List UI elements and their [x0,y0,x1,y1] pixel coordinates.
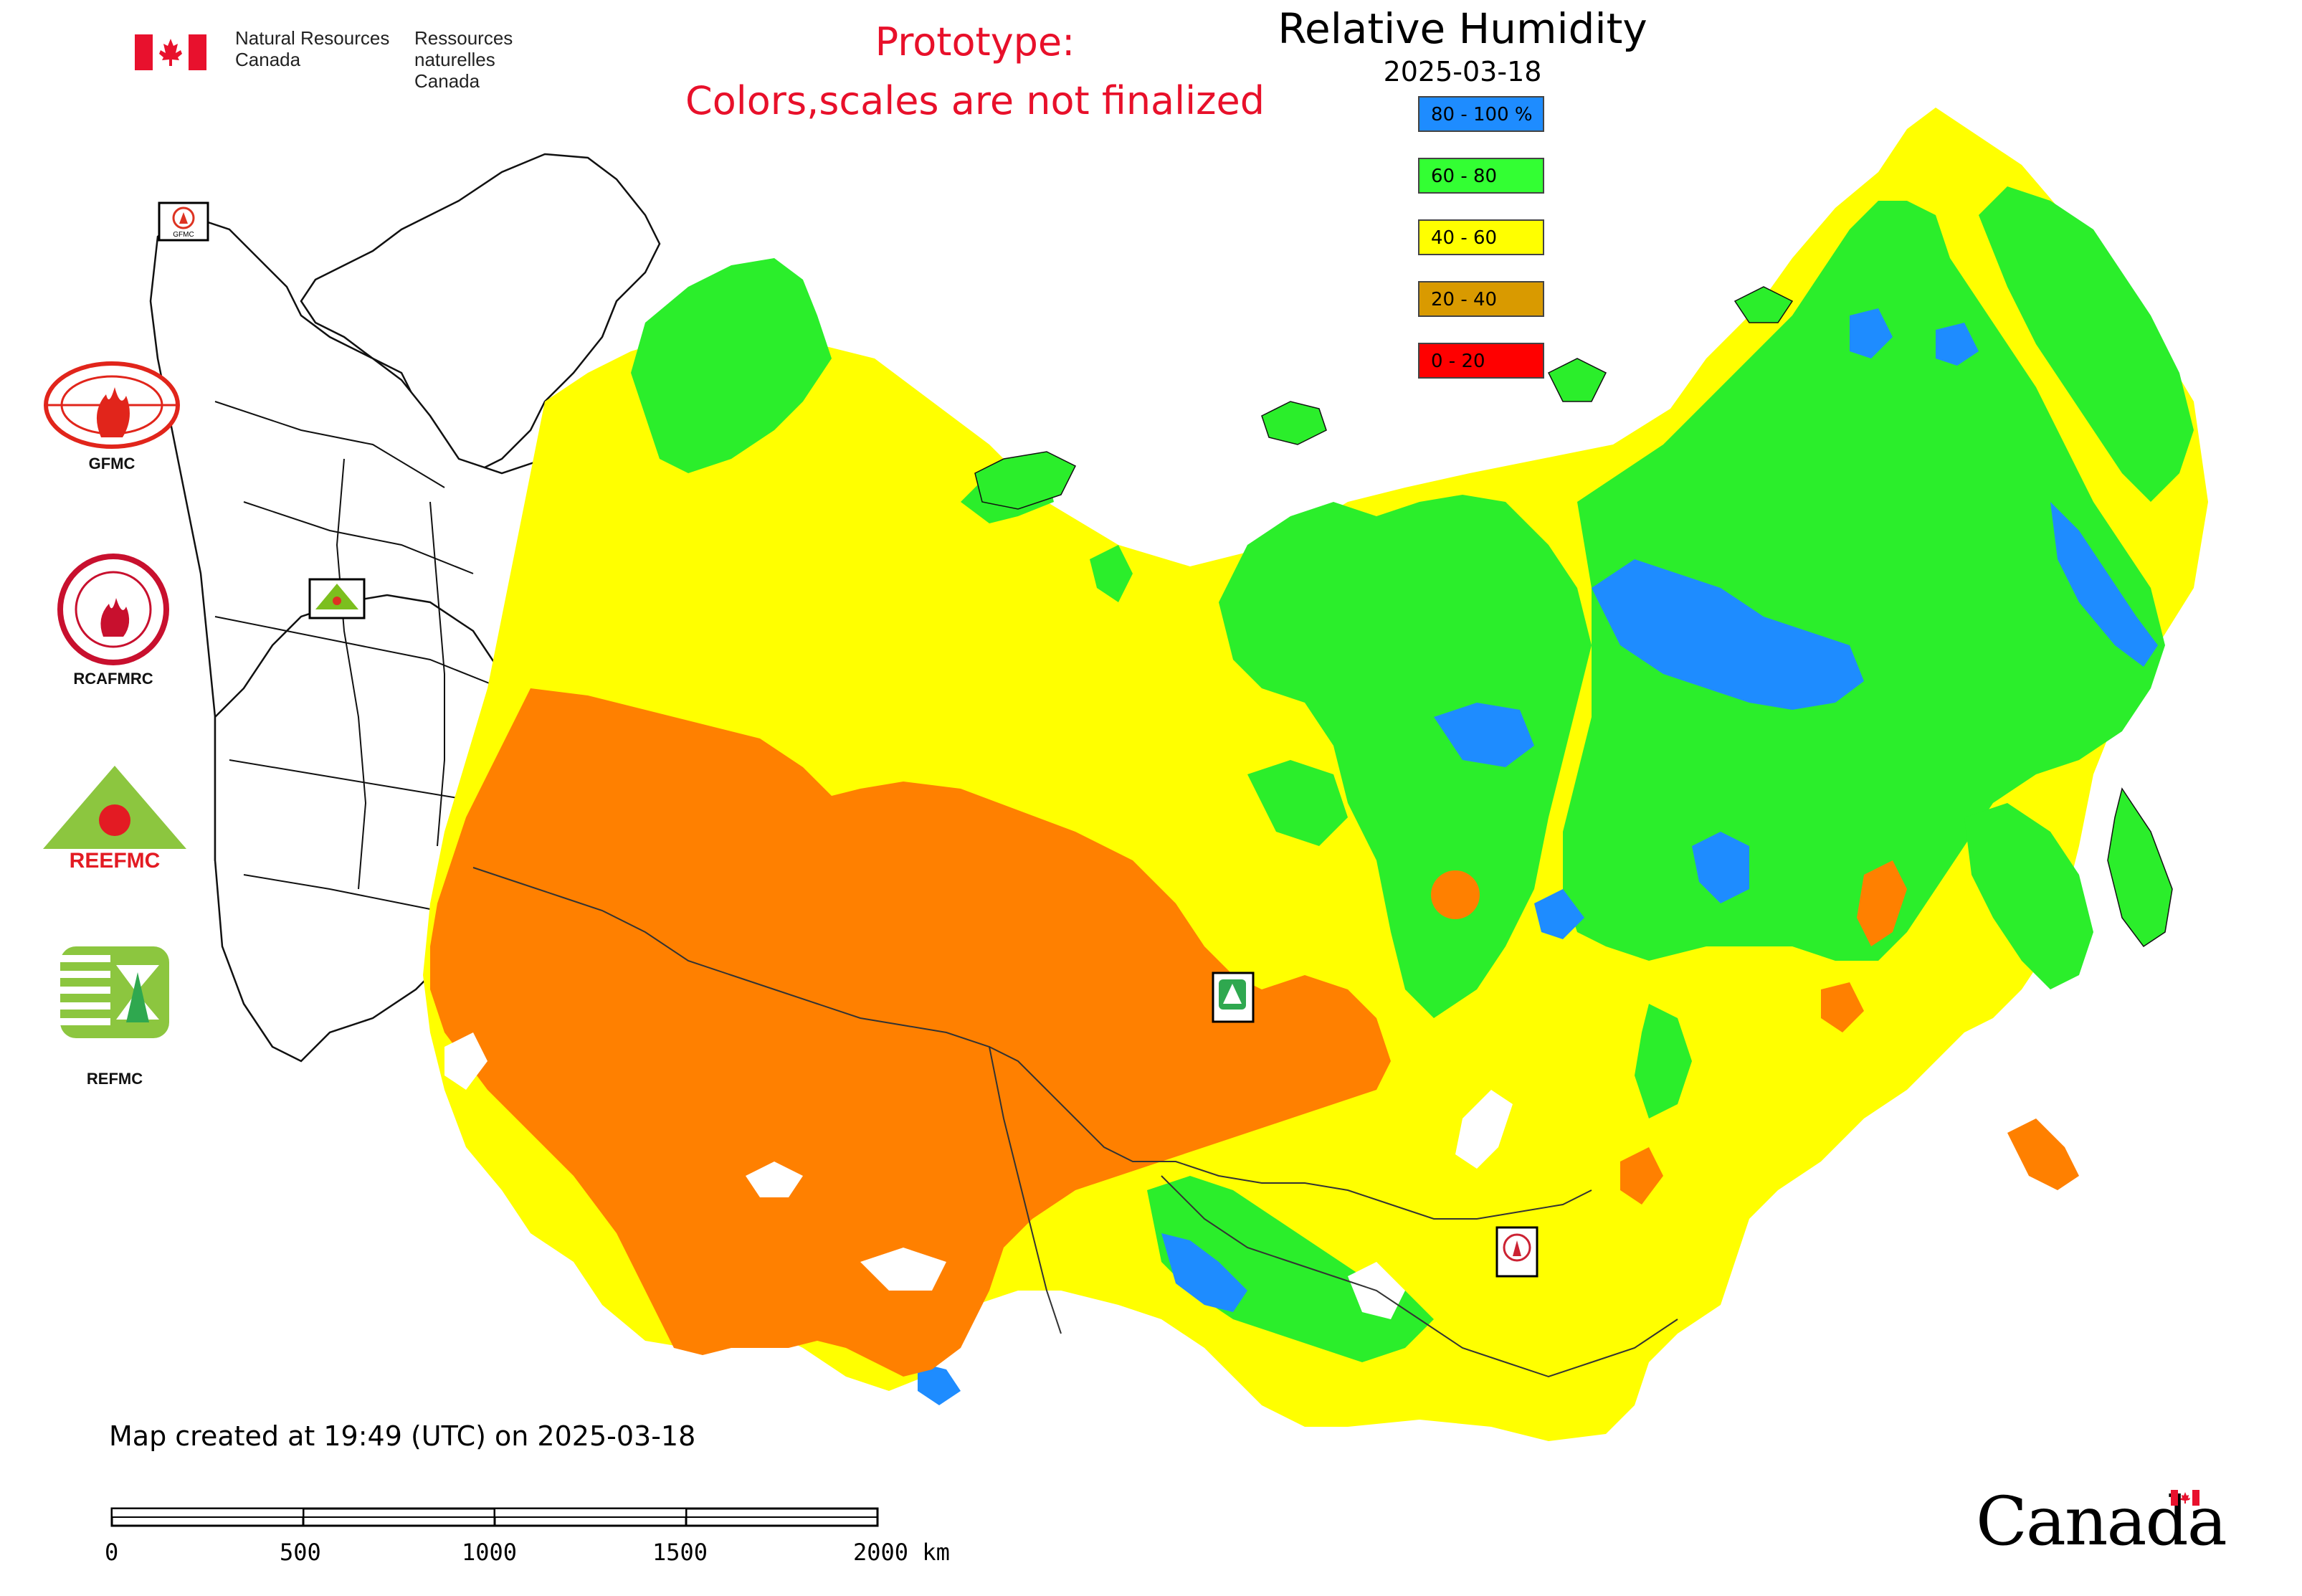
agency-name-en: Natural Resources Canada [235,27,389,70]
kamchatka [2107,787,2173,948]
legend-item-20-40: 20 - 40 [1418,281,1544,317]
agency-name-en-line1: Natural Resources [235,27,390,49]
region-20-40 [430,688,2079,1377]
refmc-emblem-icon [60,946,169,1038]
legend-label: 60 - 80 [1431,166,1498,187]
arctic-islands [974,286,1794,510]
canada-flag-icon [135,34,206,70]
scale-bar: 0 500 1000 1500 2000 km [105,1498,968,1566]
legend-item-80-100: 80 - 100 % [1418,96,1544,132]
scale-tick-1000: 1000 [462,1539,518,1566]
refmc-logo[interactable]: REFMC [57,944,172,1088]
canada-wordmark: Canada [1976,1483,2227,1562]
agency-name-fr-line1: Ressources naturelles [414,27,513,70]
scale-tick-1500: 1500 [652,1539,708,1566]
prototype-notice: Prototype: Colors,scales are not finaliz… [617,13,1333,130]
map-created-text: Map created at 19:49 (UTC) on 2025-03-18 [109,1420,696,1452]
international-borders [472,867,1678,1378]
nrcan-signature: Natural Resources Canada Ressources natu… [135,27,594,92]
prototype-line1: Prototype: [875,19,1075,65]
scale-bar-graphic [110,1507,879,1527]
reefmc-emblem-icon: REEFMC [42,766,188,873]
scale-tick-500: 500 [280,1539,321,1566]
agency-name-fr: Ressources naturelles Canada [414,27,594,92]
legend-label: 0 - 20 [1431,351,1485,372]
station-marker-gfmc-label: GFMC [173,231,194,239]
wordmark-flag-icon [2171,1490,2199,1506]
scale-tick-2000-km: 2000 km [853,1539,950,1566]
legend-label: 40 - 60 [1431,227,1498,249]
legend-label: 80 - 100 % [1431,104,1533,125]
station-marker-gfmc[interactable]: GFMC [158,201,209,242]
legend-label: 20 - 40 [1431,289,1498,310]
reefmc-logo[interactable]: REEFMC [36,763,194,878]
legend-item-0-20: 0 - 20 [1418,343,1544,379]
region-80-100 [918,308,2158,1405]
gfmc-label: GFMC [88,455,135,472]
agency-name-fr-line2: Canada [414,70,480,92]
country-borders [214,401,503,918]
prototype-line2: Colors,scales are not finalized [685,78,1265,123]
map-date: 2025-03-18 [1383,56,1542,87]
legend-item-40-60: 40 - 60 [1418,219,1544,255]
rcafmrc-label: RCAFMRC [73,670,153,688]
map-title: Relative Humidity [1278,4,1647,53]
rcafmrc-logo[interactable]: RCAFMRC [56,552,171,688]
agency-name-en-line2: Canada [235,49,301,70]
station-marker-rcafmrc[interactable] [1495,1226,1538,1278]
rcafmrc-emblem-icon [57,554,169,665]
station-marker-refmc[interactable] [1212,972,1255,1023]
gfmc-logo[interactable]: GFMC [40,358,184,480]
legend-item-60-80: 60 - 80 [1418,158,1544,194]
reefmc-wordmark: REEFMC [70,849,161,873]
scale-tick-0: 0 [105,1539,119,1566]
station-marker-reefmc[interactable] [308,578,366,619]
legend: 80 - 100 % 60 - 80 40 - 60 20 - 40 0 - 2… [1418,96,1549,397]
gfmc-emblem-icon [44,361,180,449]
no-data-patches [444,1032,1513,1319]
refmc-label: REFMC [86,1070,143,1088]
